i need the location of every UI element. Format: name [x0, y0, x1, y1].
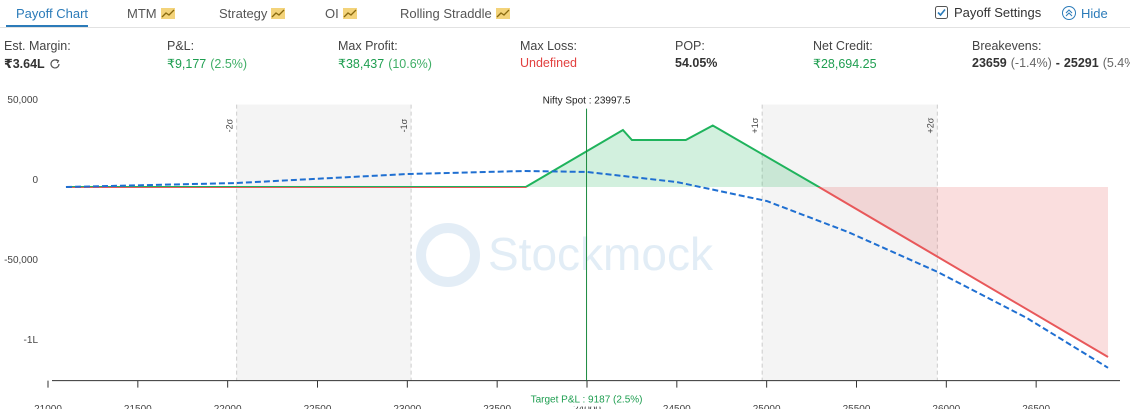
stat-part: Undefined	[520, 56, 577, 70]
stat-value: ₹3.64L	[4, 56, 71, 71]
stat-part: (10.6%)	[388, 56, 432, 71]
stat-part: ₹38,437	[338, 57, 385, 71]
x-tick-label: 22000	[214, 404, 242, 409]
checkbox[interactable]	[935, 6, 948, 19]
stat-value: 54.05%	[675, 56, 717, 70]
watermark-logo	[416, 223, 480, 287]
x-tick-label: 23500	[483, 404, 511, 409]
hide-icon	[1062, 6, 1076, 20]
watermark: Stockmock	[488, 228, 714, 280]
stat-label: Net Credit:	[813, 39, 873, 53]
stat-part: (-1.4%)	[1010, 56, 1052, 70]
stat-part: ₹3.64L	[4, 57, 45, 71]
stat-part: -	[1055, 56, 1060, 70]
sigma-label: +2σ	[925, 117, 935, 133]
tab[interactable]: Strategy	[219, 6, 286, 21]
hide-label: Hide	[1081, 5, 1108, 21]
sigma-label: +1σ	[750, 117, 760, 133]
stat: Est. Margin: ₹3.64L	[4, 39, 71, 71]
payoff-line	[65, 124, 821, 187]
stat: POP: 54.05%	[675, 39, 717, 70]
x-tick-label: 25000	[753, 404, 781, 409]
tab-icon	[160, 8, 175, 19]
stat-part: ₹28,694.25	[813, 57, 877, 71]
tab-label: Rolling Straddle	[400, 6, 492, 21]
stat-label: Max Loss:	[520, 39, 577, 53]
y-tick-label: -50,000	[4, 255, 38, 266]
tab-icon	[495, 8, 510, 19]
x-tick-label: 22500	[304, 404, 332, 409]
stat-part: (5.4%)	[1102, 56, 1130, 70]
tab[interactable]: Rolling Straddle	[400, 6, 510, 21]
hide-button[interactable]: Hide	[1061, 5, 1108, 21]
x-tick-label: 21500	[124, 404, 152, 409]
tab[interactable]: Payoff Chart	[16, 6, 88, 21]
tab-label: OI	[325, 6, 339, 21]
stat: Max Profit: ₹38,437 (10.6%)	[338, 39, 432, 71]
stat-label: POP:	[675, 39, 705, 53]
stat-label: Est. Margin:	[4, 39, 71, 53]
stat-label: Max Profit:	[338, 39, 398, 53]
x-tick-label: 23000	[393, 404, 421, 409]
stat: P&L: ₹9,177 (2.5%)	[167, 39, 247, 71]
sigma-band	[762, 104, 938, 381]
refresh-icon[interactable]	[49, 58, 61, 70]
stat: Net Credit: ₹28,694.25	[813, 39, 877, 71]
x-tick-label: 24500	[663, 404, 691, 409]
y-tick-label: -1L	[24, 335, 39, 346]
x-tick-label: 26500	[1022, 404, 1050, 409]
tab[interactable]: MTM	[127, 6, 175, 21]
stat-part: 25291	[1063, 56, 1099, 70]
stat-label: Breakevens:	[972, 39, 1042, 53]
x-tick-label: 25500	[843, 404, 871, 409]
tab-bar: Payoff Chart MTM Strategy OI Rolling Straddl…	[0, 0, 1130, 28]
stat-value: ₹38,437 (10.6%)	[338, 56, 432, 72]
y-tick-label: 0	[32, 175, 38, 186]
stat-part: ₹9,177	[167, 57, 207, 71]
stat-value: ₹28,694.25	[813, 56, 877, 71]
tab[interactable]: OI	[325, 6, 357, 21]
sigma-label: -1σ	[399, 118, 409, 132]
target-line	[65, 169, 1109, 369]
stat-label: P&L:	[167, 39, 195, 53]
stat-part: 54.05%	[675, 56, 718, 70]
settings-label: Payoff Settings	[954, 5, 1042, 20]
sigma-band	[236, 104, 412, 381]
loss-area	[65, 187, 1109, 357]
tab-icon	[271, 8, 286, 19]
stat-part: (2.5%)	[210, 56, 248, 71]
stat-value: ₹9,177 (2.5%)	[167, 56, 248, 72]
stat: Breakevens: 23659(-1.4%)-25291(5.4%)	[972, 39, 1130, 70]
spot-label: Nifty Spot : 23997.5	[543, 96, 631, 107]
payoff-settings[interactable]: Payoff Settings	[935, 5, 1041, 20]
stat-value: 23659(-1.4%)-25291(5.4%)	[972, 56, 1130, 70]
tab-label: MTM	[127, 6, 157, 21]
y-tick-label: 50,000	[7, 95, 38, 106]
sigma-label: -2σ	[225, 118, 235, 132]
stat-part: 23659	[972, 56, 1007, 70]
tab-label: Payoff Chart	[16, 6, 89, 21]
x-tick-label: 26000	[932, 404, 960, 409]
tab-label: Strategy	[219, 6, 268, 21]
stat: Max Loss: Undefined	[520, 39, 577, 70]
stat-value: Undefined	[520, 56, 577, 70]
active-underline	[6, 25, 88, 27]
tab-icon	[342, 8, 357, 19]
target-label: Target P&L : 9187 (2.5%)	[531, 395, 643, 406]
target-label-bg	[526, 391, 647, 407]
x-tick-label: 21000	[34, 404, 62, 409]
